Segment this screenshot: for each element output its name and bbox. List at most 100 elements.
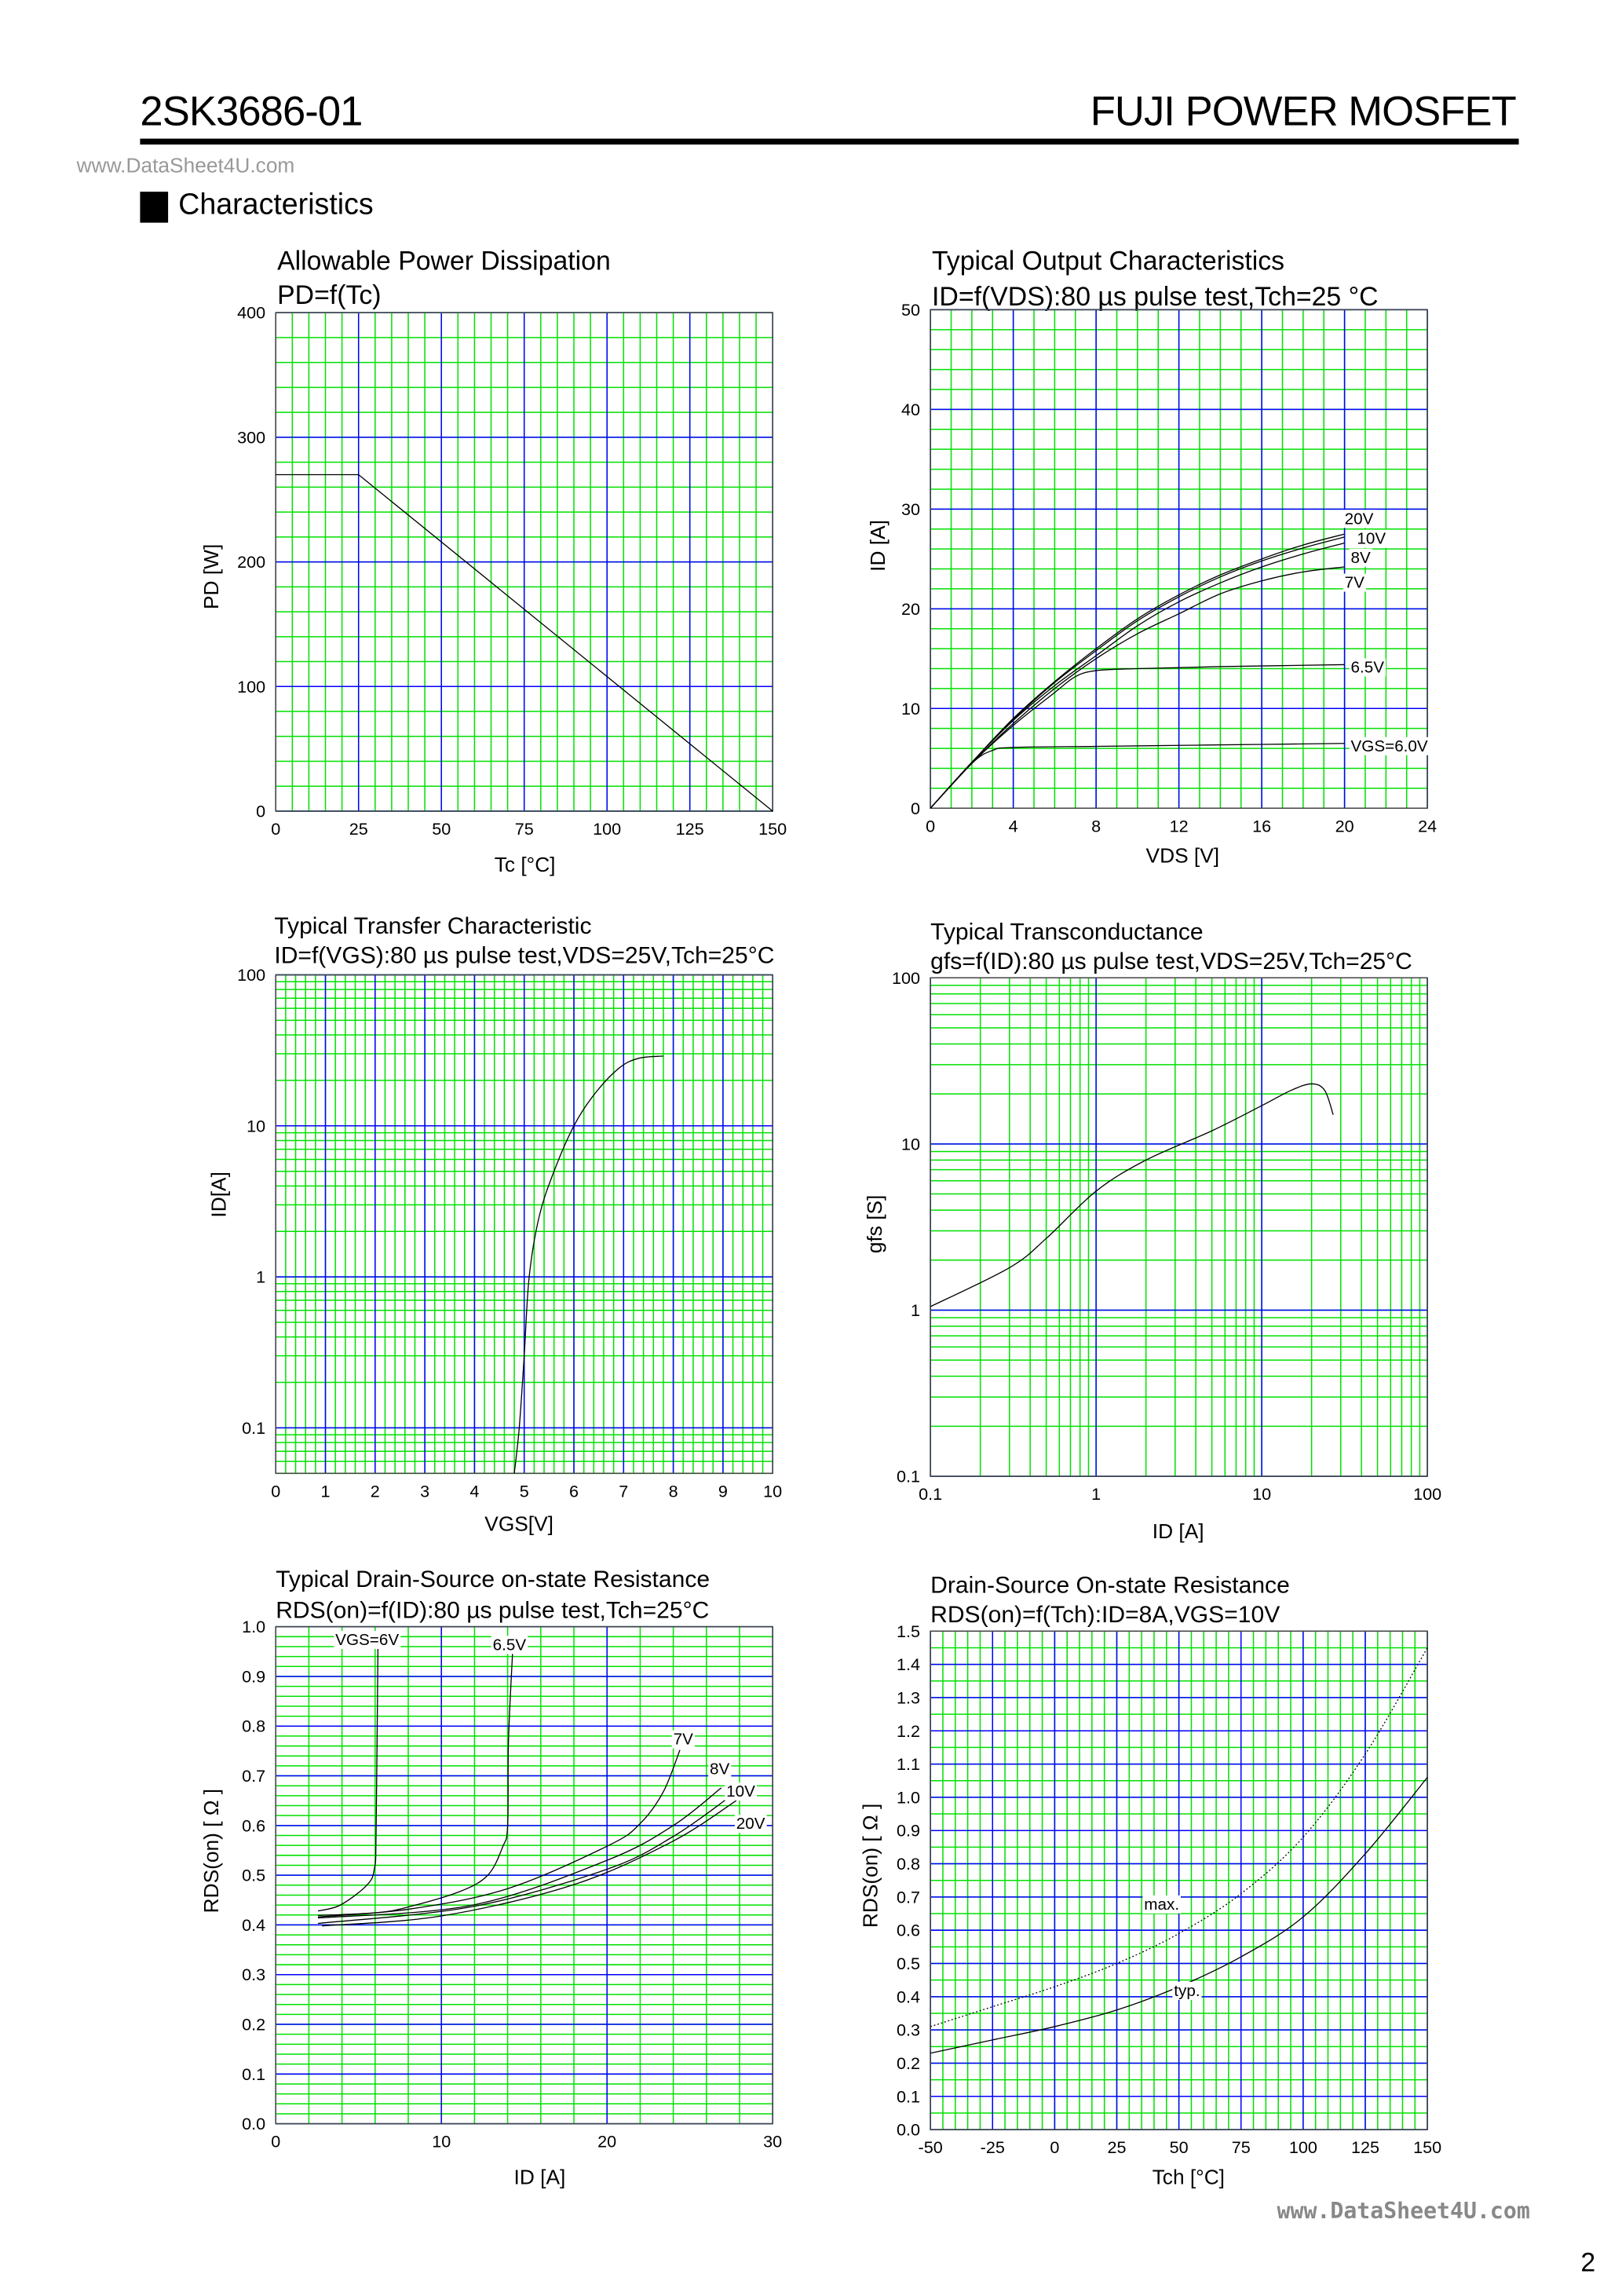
y-tick-label: 10 (247, 1116, 265, 1135)
series-label-bg (734, 1815, 767, 1834)
series-line (276, 473, 773, 812)
x-axis-label: ID [A] (513, 2165, 566, 2189)
x-tick-label: 2 (371, 1481, 380, 1501)
chart-title: Typical Output Characteristics (932, 246, 1285, 276)
x-tick-label: -25 (981, 2137, 1005, 2157)
y-tick-label: 0.7 (242, 1766, 265, 1786)
x-tick-label: 10 (763, 1481, 782, 1501)
chart-subtitle: ID=f(VDS):80 µs pulse test,Tch=25 °C (932, 281, 1379, 312)
plot-frame (930, 1630, 1428, 2130)
y-axis-label: RDS(on) [ Ω ] (858, 1803, 882, 1929)
y-axis-label: gfs [S] (862, 1194, 886, 1254)
chart-svg: 0.1 1 10 100 0.1 1 10 100 (892, 968, 1441, 1504)
chart-svg: 0 25 50 75 100 125 150 0 100 200 300 400 (237, 303, 787, 839)
y-tick-label: 1 (911, 1300, 920, 1320)
y-axis-label: ID[A] (206, 1172, 230, 1218)
x-tick-label: 8 (669, 1481, 678, 1501)
series-label: VGS=6V (335, 1631, 399, 1649)
transconductance-chart: 0.1 1 10 100 0.1 1 10 100 (892, 968, 1441, 1504)
x-tick-label: 100 (1413, 1484, 1441, 1504)
x-tick-label: 0 (271, 819, 280, 839)
series-label: 10V (726, 1782, 755, 1801)
x-tick-label: 75 (1232, 2137, 1251, 2157)
y-tick-label: 400 (237, 303, 265, 323)
chart-subtitle: RDS(on)=f(ID):80 µs pulse test,Tch=25°C (276, 1598, 710, 1624)
x-tick-label: 50 (1170, 2137, 1189, 2157)
x-tick-label: 0 (271, 2132, 280, 2152)
x-tick-label: 24 (1418, 816, 1437, 835)
x-tick-label: 9 (718, 1481, 728, 1501)
series-label: 20V (736, 1815, 765, 1833)
chart-subtitle: gfs=f(ID):80 µs pulse test,VDS=25V,Tch=2… (930, 949, 1412, 975)
watermark-bottom: www.DataSheet4U.com (1277, 2197, 1530, 2225)
series-label-bg (725, 1782, 757, 1801)
chart-svg: 0 4 8 12 16 20 24 0 10 20 30 40 50 VGS=6.0V 6.5V 7V 8V10… (901, 300, 1437, 835)
x-tick-label: 125 (676, 819, 704, 839)
chart-title: Typical Drain-Source on-state Resistance (276, 1567, 711, 1593)
y-tick-label: 0.4 (897, 1987, 920, 2006)
series-line (513, 1055, 663, 1474)
header-rule (140, 138, 1519, 145)
y-tick-label: 0.9 (897, 1821, 920, 1841)
part-number: 2SK3686-01 (140, 88, 363, 134)
x-tick-label: 8 (1091, 816, 1101, 835)
plot-frame (275, 1625, 773, 2125)
y-tick-label: 1.0 (242, 1617, 265, 1636)
y-tick-label: 20 (901, 599, 920, 619)
y-tick-label: 10 (901, 699, 920, 718)
y-tick-label: 50 (901, 300, 920, 320)
y-tick-label: 30 (901, 499, 920, 519)
series-label-bg (671, 1730, 695, 1749)
watermark-top: www.DataSheet4U.com (76, 153, 295, 177)
y-tick-label: 0.9 (242, 1666, 265, 1686)
x-axis-label: VDS [V] (1145, 843, 1220, 868)
x-tick-label: 16 (1252, 816, 1271, 835)
chart-subtitle: PD=f(Tc) (277, 280, 382, 310)
x-tick-label: 20 (1335, 816, 1354, 835)
series-label-bg (334, 1630, 401, 1649)
y-tick-label: 300 (237, 427, 265, 447)
output-characteristics-chart: 0 4 8 12 16 20 24 0 10 20 30 40 50 VGS=6.0V 6.5V 7V 8V 10… (901, 300, 1437, 835)
chart-title: Allowable Power Dissipation (277, 246, 611, 276)
x-tick-label: 100 (1289, 2137, 1317, 2157)
series-label-bg (1349, 658, 1386, 677)
chart-subtitle: ID=f(VGS):80 µs pulse test,VDS=25V,Tch=2… (274, 944, 775, 969)
x-tick-label: -50 (919, 2137, 943, 2157)
chart-svg: 0 10 20 30 0.0 0.1 0.2 0.3 0.4 0.5 0.6 0.7 0.8 0.9 1.0… (242, 1617, 782, 2151)
x-tick-label: 25 (349, 819, 368, 839)
series-line (317, 1797, 729, 1925)
y-axis-label: RDS(on) [ Ω ] (199, 1788, 223, 1914)
series-label: typ. (1174, 1982, 1200, 2000)
series-label-bg (708, 1760, 732, 1779)
y-tick-label: 0.6 (242, 1815, 265, 1835)
series-label: VGS=6.0V (1351, 737, 1428, 755)
brand-title: FUJI POWER MOSFET (1090, 88, 1517, 134)
plot-frame (930, 309, 1428, 810)
series-label: 8V (710, 1760, 729, 1779)
y-tick-label: 100 (237, 965, 265, 985)
series-label-bg (1142, 1895, 1181, 1914)
x-tick-label: 50 (432, 819, 451, 839)
series-line (930, 533, 1345, 809)
x-tick-label: 150 (758, 819, 787, 839)
x-tick-label: 4 (469, 1481, 479, 1501)
section-title: Characteristics (178, 188, 374, 221)
y-tick-label: 1.0 (897, 1787, 920, 1807)
series-label-bg (1349, 737, 1430, 755)
series-label: 6.5V (1351, 658, 1385, 676)
x-tick-label: 0.1 (919, 1484, 942, 1504)
y-tick-label: 0.1 (242, 2064, 265, 2084)
x-axis-label: Tc [°C] (494, 852, 556, 876)
y-tick-label: 0.0 (242, 2114, 265, 2133)
y-tick-label: 40 (901, 400, 920, 419)
y-tick-label: 1.2 (897, 1721, 920, 1741)
y-tick-label: 0 (256, 802, 265, 821)
page-number: 2 (1580, 2247, 1596, 2277)
series-label: max. (1144, 1896, 1179, 1914)
series-label: 7V (1345, 574, 1364, 592)
x-tick-label: 6 (569, 1481, 579, 1501)
rds-on-vs-tch-chart: -50 -25 0 25 50 75 100 125 150 0.0 0.1 0.2 0.3 0.4 0.5… (897, 1621, 1441, 2157)
series-label-bg (1349, 548, 1372, 567)
y-tick-label: 1.5 (897, 1621, 920, 1641)
x-tick-label: 5 (520, 1481, 529, 1501)
